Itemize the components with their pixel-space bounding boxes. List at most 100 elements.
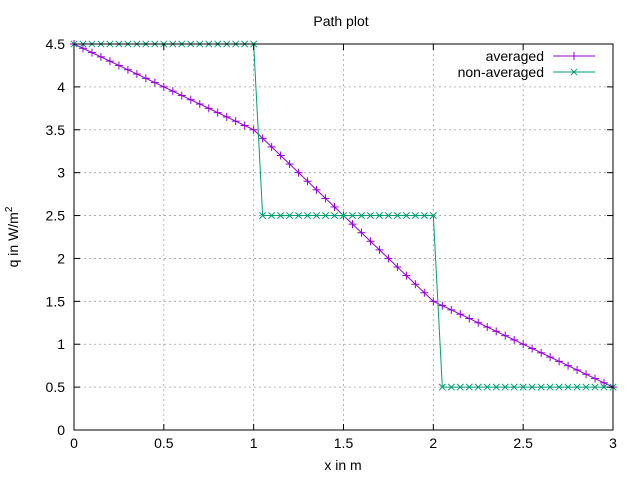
data-point (249, 125, 258, 134)
data-point (402, 271, 411, 280)
data-point (348, 212, 357, 220)
x-tick-label: 0 (70, 435, 78, 451)
data-point (402, 212, 410, 220)
legend-label: averaged (486, 48, 544, 64)
data-point (438, 383, 446, 391)
data-point (384, 212, 392, 220)
x-tick-label: 2.5 (513, 435, 533, 451)
data-point (582, 383, 590, 391)
data-point (285, 160, 294, 169)
data-point (186, 95, 195, 104)
data-point (177, 91, 186, 100)
data-point (528, 344, 537, 353)
data-point (159, 82, 168, 91)
data-point (564, 361, 573, 370)
data-point (492, 327, 501, 336)
axis-ticks: 0 0.5 1 1.5 2 2.5 3 0 0.5 1 1.5 2 2.5 3 3.5 4 4.5 (46, 36, 618, 451)
data-point (312, 212, 321, 220)
data-point (492, 383, 500, 391)
data-point (591, 383, 599, 391)
x-tick-label: 0.5 (154, 435, 174, 451)
data-point (348, 220, 357, 229)
data-point (195, 100, 204, 109)
data-point (96, 52, 105, 61)
data-point (474, 383, 482, 391)
data-point (277, 212, 285, 220)
data-point (276, 151, 285, 160)
data-point (258, 134, 267, 143)
data-point (447, 305, 456, 314)
data-point (141, 74, 150, 83)
data-point (330, 212, 339, 220)
data-point (429, 212, 437, 220)
data-point (114, 61, 123, 70)
data-point (519, 340, 528, 349)
data-point (555, 357, 564, 366)
data-point (204, 104, 213, 113)
data-point (510, 383, 518, 391)
data-point (411, 212, 419, 220)
y-tick-label: 3.5 (46, 122, 66, 138)
plot-frame (73, 43, 614, 431)
x-tick-label: 1 (250, 435, 258, 451)
data-point (321, 194, 330, 203)
data-point (600, 378, 609, 387)
data-point (555, 383, 563, 391)
y-axis-label-text: q in W/m (5, 212, 21, 267)
y-tick-label: 3 (57, 165, 65, 181)
data-point (357, 212, 366, 220)
data-point (546, 383, 554, 391)
data-point (537, 383, 545, 391)
data-point (510, 335, 519, 344)
data-point (366, 212, 375, 220)
data-point (330, 202, 339, 211)
data-point (339, 212, 348, 220)
data-point (295, 212, 303, 220)
data-point (375, 245, 384, 254)
legend-label: non-averaged (458, 64, 544, 80)
data-point (501, 383, 509, 391)
y-tick-label: 2 (57, 250, 65, 266)
data-point (375, 212, 383, 220)
data-point (168, 87, 177, 96)
data-point (420, 212, 428, 220)
data-point (303, 177, 312, 186)
data-point (564, 383, 572, 391)
data-point (321, 212, 330, 220)
legend-marker (570, 68, 578, 76)
data-point (240, 121, 249, 130)
y-tick-label: 4 (57, 79, 65, 95)
data-point (456, 310, 465, 319)
data-point (286, 212, 294, 220)
y-axis-label-superscript: 2 (4, 206, 15, 212)
grid (74, 44, 613, 430)
y-tick-label: 1.5 (46, 293, 66, 309)
data-point (411, 280, 420, 289)
data-point (268, 212, 276, 220)
data-point (132, 70, 141, 79)
data-point (357, 228, 366, 237)
data-point (78, 44, 87, 53)
data-point (573, 365, 582, 374)
data-point (528, 383, 536, 391)
data-point (259, 212, 267, 220)
y-tick-label: 1 (57, 336, 65, 352)
data-point (222, 112, 231, 121)
data-point (456, 383, 464, 391)
data-point (312, 185, 321, 194)
data-point (582, 370, 591, 379)
data-point (393, 212, 401, 220)
data-point (213, 108, 222, 117)
data-point (546, 353, 555, 362)
data-point (429, 297, 438, 306)
x-tick-label: 3 (609, 435, 617, 451)
data-point (501, 331, 510, 340)
data-point (150, 78, 159, 87)
y-tick-label: 0 (57, 422, 65, 438)
data-point (267, 142, 276, 151)
data-point (420, 288, 429, 297)
y-tick-label: 2.5 (46, 208, 66, 224)
data-point (304, 212, 312, 220)
